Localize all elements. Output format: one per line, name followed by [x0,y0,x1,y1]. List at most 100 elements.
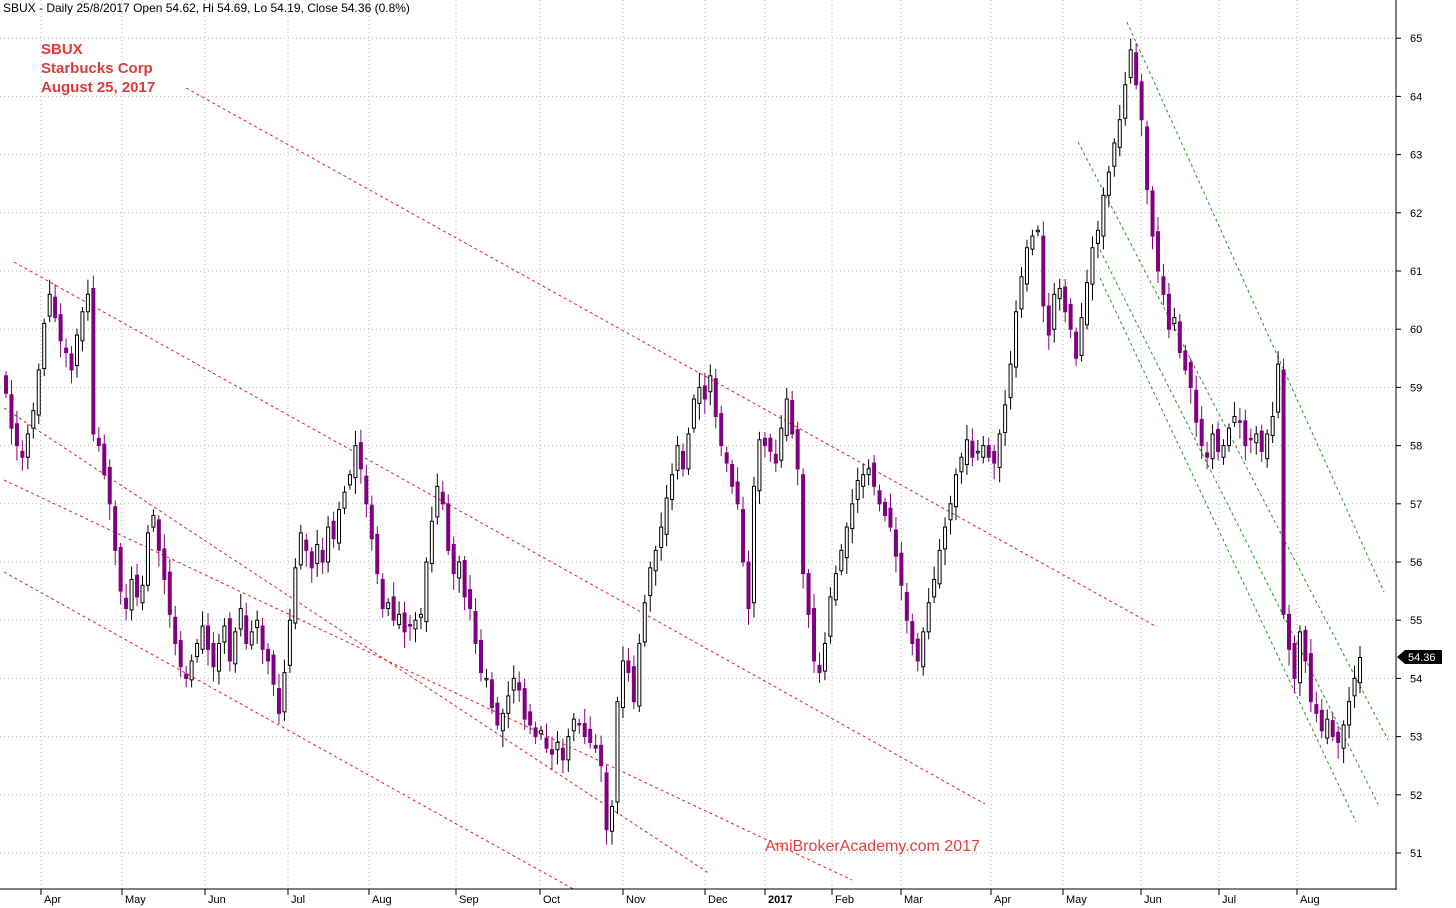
candle [670,463,675,510]
candle [418,608,423,630]
candle-body [1161,276,1166,295]
candle-body [413,619,418,630]
candle [282,659,287,721]
channel-line-red [3,571,576,891]
candle [1166,282,1171,339]
candle [429,506,434,573]
candle [784,387,789,442]
candle-body [861,474,866,487]
candle [659,512,664,561]
candle-body [943,526,948,550]
x-tick-label: Aug [1300,894,1320,906]
candle-body [451,544,456,575]
candle [484,668,489,688]
candle-body [549,749,554,755]
candle-body [1303,629,1308,662]
candle [582,708,587,745]
candle [1128,38,1133,84]
time-axis: Apr May Jun Jul Aug Sep Oct Nov Dec 2017 Feb Mar Apr… [40,889,1320,906]
candle-body [418,613,423,618]
candle-body [233,631,238,665]
candle-body [964,439,969,466]
candle [244,602,249,650]
candle-body [975,450,980,454]
candle [855,467,860,513]
candle-body [1358,656,1362,684]
candle-body [533,727,538,738]
candle [1068,298,1073,339]
candle [364,464,369,518]
candle-body [664,497,669,535]
candle [719,405,724,457]
candle [118,542,123,605]
candle-body [1134,52,1139,86]
candle [888,493,893,532]
candle [626,647,631,682]
candle-body [386,602,391,610]
candle [440,480,445,510]
candle [233,627,238,673]
candle-body [506,695,511,714]
candle-body [697,386,702,404]
x-tick-label: Feb [835,894,854,906]
candle [817,652,822,684]
candle-body [293,567,298,624]
candle-body [571,718,576,732]
candle-body [1281,369,1286,615]
candle-body [517,682,522,691]
candle-body [489,679,494,708]
candle-body [910,621,915,644]
candle-body [96,437,101,447]
chart-header: SBUX - Daily 25/8/2017 Open 54.62, Hi 54… [3,1,410,15]
candle-body [1155,231,1160,272]
candle-body [1330,720,1335,738]
candle [167,559,172,628]
candle [25,424,30,470]
candle-body [1199,418,1204,447]
candle [435,473,440,525]
candle [1035,225,1040,237]
candle [309,547,314,583]
candle [1172,307,1177,331]
candle [549,736,554,771]
candle-body [850,503,855,530]
candle-body [953,474,958,508]
candle [58,303,63,358]
candle-body [626,660,631,674]
candle-body [1177,321,1182,353]
candle [566,728,571,772]
candle [222,618,227,654]
candle [610,800,615,845]
candle [1254,425,1259,455]
candle [790,390,795,439]
candle-body [4,375,8,394]
candle [1237,407,1242,439]
candle [337,501,342,551]
candle-body [1046,305,1051,336]
candle-body [1117,119,1122,148]
candle-body [315,544,320,564]
candle [1052,282,1057,343]
candle [1341,720,1346,764]
candle [347,470,352,490]
candle-body [970,440,975,458]
candle [877,484,882,512]
y-tick-label: 57 [1410,499,1422,511]
candle-body [1287,613,1292,650]
candle-body [397,613,402,626]
candle-body [298,532,303,566]
candle-body [102,443,107,476]
candle-body [708,375,713,393]
candle [320,537,325,574]
candle-body [1085,282,1090,326]
candle [276,673,281,724]
candle-body [124,597,129,610]
candle-body [1030,235,1035,250]
candle-body [986,445,991,458]
candle [528,703,533,734]
candle [500,708,505,748]
candle-body [648,567,653,596]
candle-body [866,468,871,476]
candle-body [91,287,96,435]
candle-body [309,551,314,569]
